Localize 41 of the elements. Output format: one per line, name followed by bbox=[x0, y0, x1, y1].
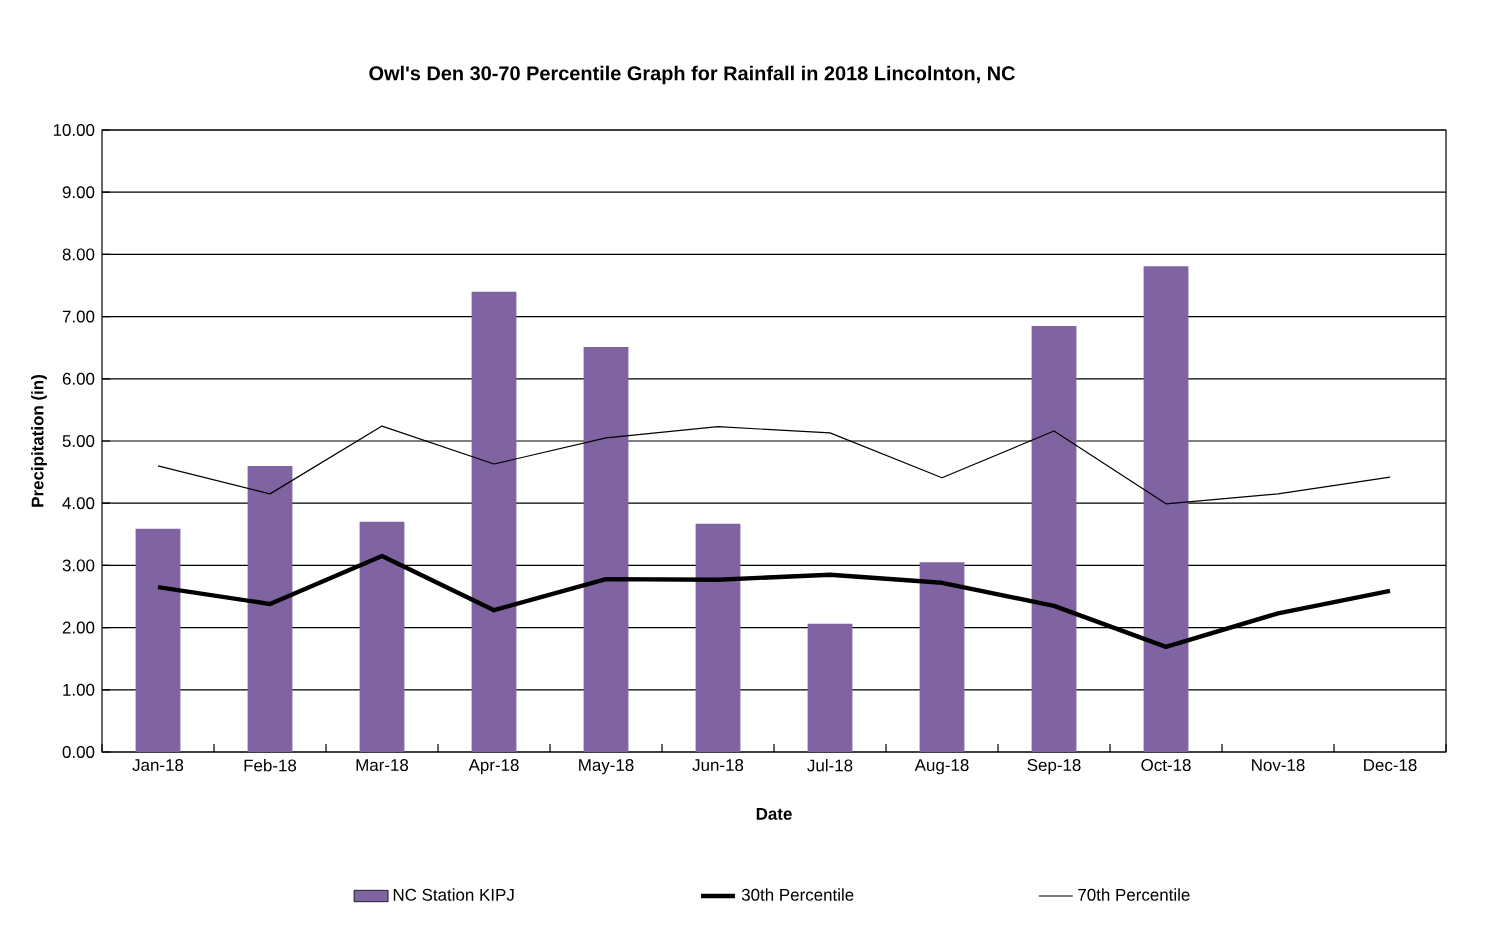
legend-label: NC Station KIPJ bbox=[393, 888, 514, 901]
y-tick-label: 7.00 bbox=[62, 310, 95, 323]
x-tick-label: Aug-18 bbox=[914, 759, 969, 775]
x-tick-label: Dec-18 bbox=[1364, 759, 1417, 772]
bar bbox=[1143, 266, 1189, 752]
legend-label: 70th Percentile bbox=[1078, 888, 1190, 901]
bar bbox=[1031, 325, 1077, 752]
x-tick-label: Oct-18 bbox=[1141, 759, 1191, 772]
y-tick-label: 6.00 bbox=[62, 372, 95, 385]
bar bbox=[919, 562, 965, 752]
line-series bbox=[157, 425, 1391, 505]
bar bbox=[695, 523, 741, 752]
y-tick-label: 2.00 bbox=[62, 621, 95, 634]
y-tick-label: 9.00 bbox=[62, 186, 95, 199]
x-tick-label: Jan-18 bbox=[132, 759, 184, 772]
bar bbox=[135, 528, 181, 752]
x-tick-label: Jun-18 bbox=[692, 759, 744, 772]
y-tick-label: 10.00 bbox=[53, 124, 95, 136]
x-tick-label: Jul-18 bbox=[807, 759, 853, 772]
x-tick-label: Sep-18 bbox=[1027, 759, 1081, 775]
x-tick-label: Feb-18 bbox=[244, 759, 297, 772]
bar bbox=[583, 347, 629, 752]
y-tick-label: 5.00 bbox=[62, 435, 95, 447]
bar bbox=[247, 465, 293, 752]
line-series bbox=[155, 553, 1393, 650]
bar bbox=[471, 291, 517, 752]
bar bbox=[807, 623, 853, 752]
legend-label: 30th Percentile bbox=[741, 888, 854, 901]
x-tick-label: Apr-18 bbox=[468, 759, 519, 775]
x-axis-title: Date bbox=[756, 808, 792, 820]
x-tick-label: May-18 bbox=[579, 759, 634, 775]
y-tick-label: 3.00 bbox=[62, 559, 95, 572]
chart-title: Owl's Den 30-70 Percentile Graph for Rainfall in 2018 Lincolnton, NC bbox=[369, 65, 1015, 85]
y-tick-label: 0.00 bbox=[62, 746, 95, 758]
y-tick-label: 4.00 bbox=[62, 497, 95, 510]
y-tick-label: 8.00 bbox=[62, 248, 95, 261]
y-tick-label: 1.00 bbox=[63, 683, 95, 696]
x-tick-label: Mar-18 bbox=[356, 759, 409, 772]
x-tick-label: Nov-18 bbox=[1252, 759, 1305, 772]
bar bbox=[359, 521, 405, 752]
y-axis-title: Precipitation (in) bbox=[31, 375, 47, 507]
